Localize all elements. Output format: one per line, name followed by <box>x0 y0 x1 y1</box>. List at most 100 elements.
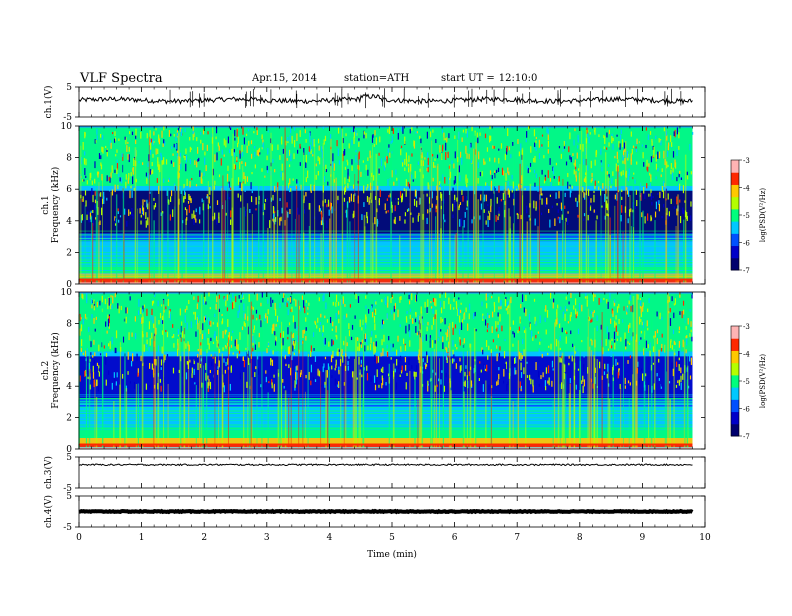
noise-speck <box>677 380 679 383</box>
x-tick-label: 3 <box>264 533 270 543</box>
noise-speck <box>397 309 399 318</box>
noise-speck <box>655 135 657 139</box>
noise-speck <box>458 328 461 335</box>
noise-speck <box>234 339 236 347</box>
noise-speck <box>404 345 406 351</box>
noise-speck <box>338 160 341 165</box>
noise-speck <box>647 134 649 140</box>
noise-speck <box>463 313 465 320</box>
noise-speck <box>518 351 521 360</box>
noise-speck <box>184 192 186 200</box>
noise-speck <box>241 144 243 153</box>
noise-speck <box>316 325 318 329</box>
noise-speck <box>498 306 500 310</box>
noise-speck <box>108 188 111 192</box>
noise-speck <box>348 330 351 337</box>
noise-speck <box>331 365 333 370</box>
noise-speck <box>90 298 93 304</box>
noise-speck <box>156 178 158 183</box>
noise-speck <box>438 329 440 337</box>
noise-speck <box>419 168 421 172</box>
colorbar-segment <box>731 362 739 376</box>
noise-speck <box>255 366 257 370</box>
noise-speck <box>372 311 374 318</box>
noise-speck <box>553 175 555 179</box>
noise-speck <box>547 149 549 154</box>
noise-speck <box>632 145 635 149</box>
noise-speck <box>225 299 227 307</box>
noise-speck <box>583 379 585 387</box>
noise-speck <box>335 379 337 384</box>
noise-speck <box>662 190 665 199</box>
noise-speck <box>670 198 672 204</box>
noise-speck <box>506 301 509 308</box>
noise-speck <box>439 293 441 298</box>
noise-speck <box>92 371 95 379</box>
noise-speck <box>313 139 315 147</box>
noise-speck <box>312 154 314 157</box>
noise-speck <box>153 323 155 329</box>
noise-speck <box>90 341 92 348</box>
noise-speck <box>215 136 217 140</box>
noise-speck <box>161 315 164 321</box>
noise-speck <box>463 338 465 344</box>
noise-speck <box>667 164 669 167</box>
noise-speck <box>569 189 571 198</box>
noise-speck <box>686 175 689 180</box>
colorbar-segment <box>731 374 739 388</box>
y-tick-label: 10 <box>61 288 73 298</box>
noise-speck <box>555 319 557 327</box>
noise-speck <box>678 330 680 334</box>
noise-speck <box>192 133 194 141</box>
noise-speck <box>610 318 612 324</box>
noise-speck <box>641 144 643 147</box>
noise-speck <box>579 302 581 311</box>
noise-speck <box>202 299 205 305</box>
noise-speck <box>591 340 593 346</box>
noise-speck <box>275 323 277 327</box>
noise-speck <box>291 334 293 339</box>
noise-speck <box>558 339 560 342</box>
colorbar-tick-label: -3 <box>743 323 750 331</box>
noise-speck <box>452 358 454 364</box>
noise-speck <box>498 296 500 303</box>
noise-speck <box>322 295 324 302</box>
noise-speck <box>364 322 367 329</box>
noise-speck <box>252 340 254 346</box>
noise-speck <box>115 381 117 386</box>
noise-speck <box>487 323 489 329</box>
noise-speck <box>537 188 539 192</box>
noise-speck <box>270 349 272 354</box>
noise-speck <box>250 140 253 145</box>
noise-speck <box>111 350 113 353</box>
noise-speck <box>646 183 648 189</box>
noise-speck <box>446 347 448 353</box>
noise-speck <box>85 200 87 207</box>
noise-speck <box>408 155 410 163</box>
noise-speck <box>672 329 675 335</box>
noise-speck <box>264 175 266 178</box>
noise-speck <box>622 170 624 176</box>
noise-speck <box>458 297 460 300</box>
noise-speck <box>303 209 306 214</box>
noise-speck <box>502 192 504 200</box>
start-ut-value: 12:10:0 <box>498 73 538 84</box>
noise-speck <box>244 162 247 167</box>
noise-speck <box>498 185 500 193</box>
noise-speck <box>236 353 238 359</box>
noise-speck <box>682 339 684 348</box>
noise-speck <box>142 199 144 206</box>
noise-speck <box>494 157 496 163</box>
noise-speck <box>469 144 471 149</box>
noise-speck <box>292 332 295 338</box>
noise-speck <box>287 211 289 218</box>
noise-speck <box>565 336 567 344</box>
noise-speck <box>338 381 340 388</box>
noise-speck <box>161 130 163 138</box>
noise-speck <box>294 349 296 354</box>
noise-speck <box>390 343 392 351</box>
noise-speck <box>569 314 571 322</box>
noise-speck <box>139 208 141 214</box>
noise-speck <box>638 378 641 385</box>
noise-speck <box>601 166 603 172</box>
